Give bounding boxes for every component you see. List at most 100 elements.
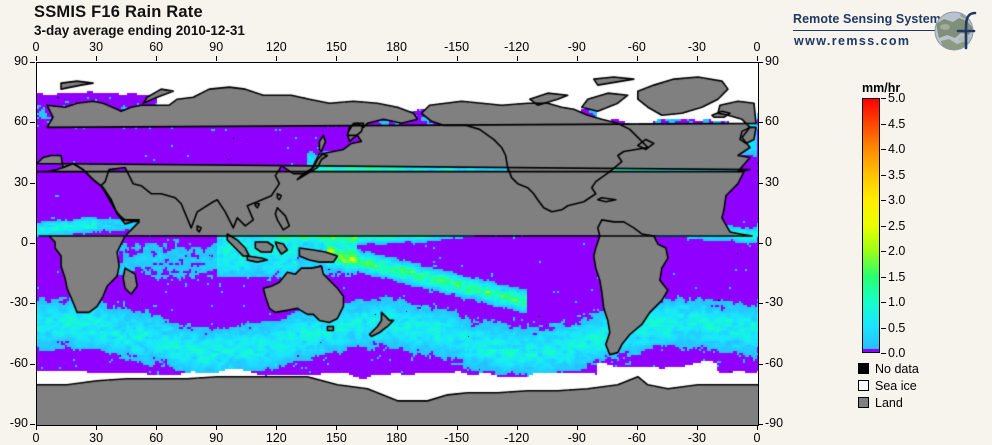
y-axis-tick xyxy=(758,363,763,365)
y-axis-label: 30 xyxy=(765,174,779,189)
x-axis-tick xyxy=(576,425,578,430)
colorbar-unit-text: mm/hr xyxy=(862,81,901,95)
x-axis-tick xyxy=(456,425,458,430)
colorbar xyxy=(862,98,880,353)
x-axis-label: 30 xyxy=(89,431,104,445)
x-axis-label: 0 xyxy=(32,431,40,445)
colorbar-tick-label: 4.0 xyxy=(888,142,906,156)
rss-logo[interactable]: Remote Sensing Systems www.remss.com xyxy=(793,8,983,54)
x-axis-label: 0 xyxy=(753,40,761,54)
y-axis-label: 90 xyxy=(14,54,28,68)
y-axis-tick xyxy=(758,243,763,244)
x-axis-label: 0 xyxy=(753,431,761,445)
x-axis-tick xyxy=(216,56,218,61)
x-axis-tick xyxy=(696,425,698,430)
x-axis-label: 60 xyxy=(149,40,164,54)
legend-swatch xyxy=(858,397,869,408)
colorbar-tick xyxy=(881,200,886,201)
page-title: SSMIS F16 Rain Rate xyxy=(34,3,203,21)
y-axis-tick xyxy=(758,122,763,124)
logo-divider xyxy=(793,30,941,31)
x-axis-tick xyxy=(36,425,37,430)
map-canvas xyxy=(37,63,758,425)
logo-website-url: www.remss.com xyxy=(794,34,911,48)
x-axis-label: -150 xyxy=(444,40,470,54)
map-legend: No data Sea ice Land xyxy=(858,360,919,411)
x-axis-label: -120 xyxy=(504,40,530,54)
x-axis-label: 120 xyxy=(265,40,287,54)
legend-label: Sea ice xyxy=(875,378,917,393)
y-axis-tick xyxy=(758,182,763,184)
x-axis-tick xyxy=(516,56,518,61)
x-axis-tick xyxy=(696,56,698,61)
y-axis-label: -60 xyxy=(9,355,28,370)
x-axis-label: -120 xyxy=(504,431,530,445)
legend-item: No data xyxy=(858,360,919,377)
x-axis-label: 180 xyxy=(386,431,407,445)
colorbar-tick-label: 3.5 xyxy=(888,167,906,182)
y-axis-label: 60 xyxy=(14,114,28,129)
x-axis-tick xyxy=(456,56,458,61)
colorbar-tick-label: 2.5 xyxy=(888,218,906,233)
legend-item: Sea ice xyxy=(858,377,919,394)
colorbar-tick xyxy=(881,123,886,125)
x-axis-tick xyxy=(336,56,338,61)
y-axis-tick xyxy=(758,424,763,425)
x-axis-tick xyxy=(576,56,578,61)
y-axis-label: -90 xyxy=(9,416,28,430)
colorbar-tick xyxy=(881,98,886,99)
legend-swatch xyxy=(858,363,869,374)
page-subtitle: 3-day average ending 2010-12-31 xyxy=(34,23,245,38)
y-axis-label: 30 xyxy=(14,174,28,189)
x-axis-tick xyxy=(276,425,278,430)
x-axis-label: 90 xyxy=(209,40,224,54)
x-axis-label: 30 xyxy=(89,40,104,54)
colorbar-tick-label: 0.5 xyxy=(888,320,906,335)
rain-rate-map xyxy=(36,62,759,426)
x-axis-label: -30 xyxy=(687,40,706,54)
colorbar-unit-label: mm/hr xyxy=(862,81,900,95)
y-axis-label: 0 xyxy=(765,235,772,249)
x-axis-label: 150 xyxy=(325,40,347,54)
y-axis-tick xyxy=(30,363,35,365)
x-axis-tick xyxy=(636,56,638,61)
x-axis-tick xyxy=(516,425,518,430)
x-axis-label: 90 xyxy=(209,431,224,445)
x-axis-label: 180 xyxy=(386,40,407,54)
y-axis-label: 90 xyxy=(765,54,779,68)
colorbar-tick-label: 1.5 xyxy=(888,269,906,284)
legend-swatch xyxy=(858,380,869,391)
legend-item: Land xyxy=(858,394,919,411)
x-axis-tick xyxy=(216,425,218,430)
colorbar-tick-label: 2.0 xyxy=(888,244,906,258)
x-axis-label: 150 xyxy=(325,431,347,445)
y-axis-label: -90 xyxy=(765,416,784,430)
x-axis-tick xyxy=(636,425,638,430)
colorbar-tick xyxy=(881,276,886,278)
x-axis-tick xyxy=(36,56,37,61)
x-axis-label: -150 xyxy=(444,431,470,445)
colorbar-tick xyxy=(881,327,886,329)
colorbar-tick-label: 4.5 xyxy=(888,116,906,131)
x-axis-tick xyxy=(396,425,398,430)
colorbar-tick-label: 1.0 xyxy=(888,295,906,309)
colorbar-tick xyxy=(881,251,886,252)
y-axis-tick xyxy=(30,62,35,63)
y-axis-tick xyxy=(758,62,763,63)
y-axis-label: 0 xyxy=(21,235,28,249)
colorbar-below-min-sliver xyxy=(863,349,879,352)
colorbar-tick-label: 0.0 xyxy=(888,346,906,360)
x-axis-tick xyxy=(96,425,98,430)
colorbar-tick xyxy=(881,353,886,354)
x-axis-label: -30 xyxy=(687,431,706,445)
colorbar-tick xyxy=(881,174,886,176)
x-axis-tick xyxy=(156,425,158,430)
colorbar-tick-label: 3.0 xyxy=(888,193,906,207)
colorbar-tick-label: 5.0 xyxy=(888,91,906,105)
y-axis-tick xyxy=(758,303,763,305)
y-axis-label: -30 xyxy=(765,295,784,310)
x-axis-tick xyxy=(336,425,338,430)
x-axis-tick xyxy=(396,56,398,61)
y-axis-tick xyxy=(30,243,35,244)
y-axis-tick xyxy=(30,122,35,124)
